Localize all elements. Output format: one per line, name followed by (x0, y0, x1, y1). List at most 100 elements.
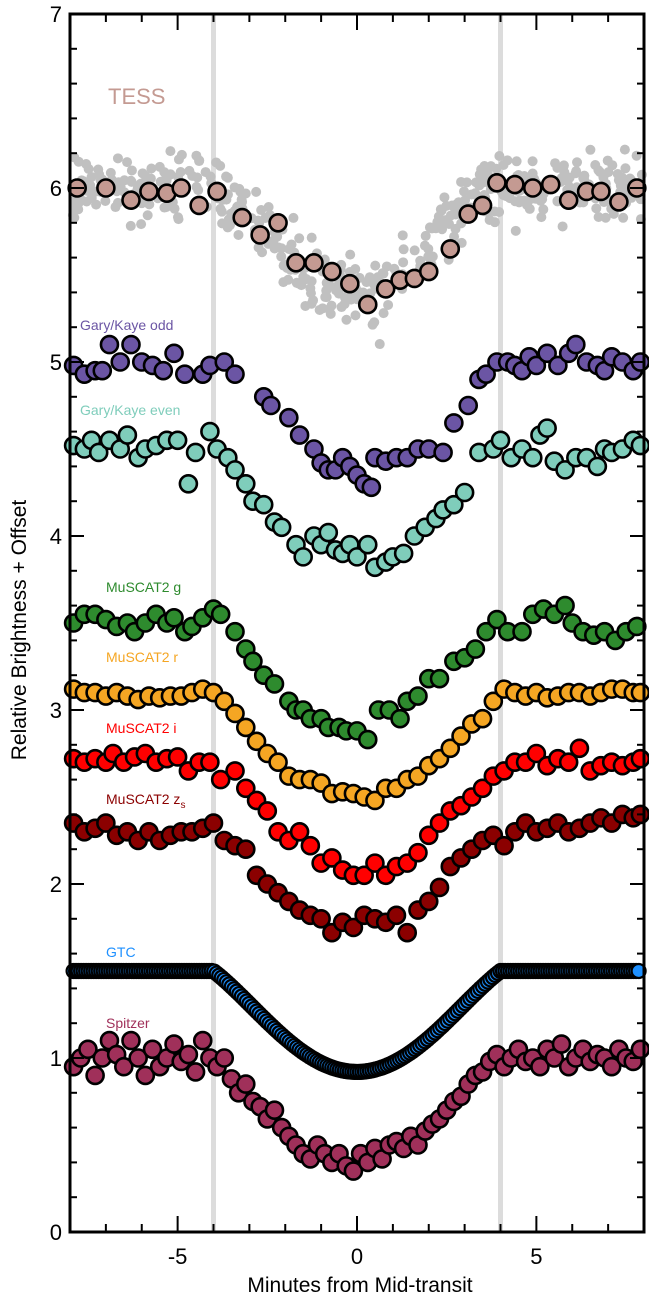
y-tick-label: 1 (50, 1046, 62, 1071)
data-point (571, 740, 588, 757)
data-point (201, 754, 218, 771)
data-point (280, 409, 297, 426)
data-point (592, 183, 609, 200)
tess-raw-point (375, 339, 385, 349)
tess-raw-point (459, 186, 469, 196)
data-point (399, 924, 416, 941)
series-label-1: Gary/Kaye odd (80, 317, 173, 333)
tess-raw-point (591, 203, 601, 213)
data-point (445, 414, 462, 431)
tess-raw-point (174, 214, 184, 224)
data-point (234, 209, 251, 226)
data-point (262, 397, 279, 414)
tess-raw-point (223, 222, 233, 232)
data-point (395, 545, 412, 562)
data-point (166, 345, 183, 362)
data-point (431, 879, 448, 896)
data-point (180, 1046, 197, 1063)
data-point (632, 750, 649, 767)
tess-raw-point (578, 173, 588, 183)
tess-raw-point (307, 299, 317, 309)
tess-raw-point (211, 157, 221, 167)
tess-raw-point (113, 153, 123, 163)
data-point (291, 427, 308, 444)
data-point (320, 524, 337, 541)
data-point (140, 183, 157, 200)
y-tick-label: 0 (50, 1220, 62, 1245)
tess-raw-point (116, 182, 126, 192)
tess-raw-point (155, 162, 165, 172)
data-point (524, 180, 541, 197)
tess-raw-point (601, 213, 611, 223)
y-tick-label: 6 (50, 176, 62, 201)
tess-raw-point (315, 305, 325, 315)
tess-raw-point (505, 193, 515, 203)
tess-raw-point (143, 210, 153, 220)
x-axis-label: Minutes from Mid-transit (247, 1274, 472, 1297)
data-point (187, 444, 204, 461)
data-point (460, 397, 477, 414)
tess-raw-point (511, 226, 521, 236)
tess-raw-point (74, 157, 84, 167)
tess-raw-point (187, 171, 197, 181)
series-label-8: GTC (106, 944, 136, 960)
tess-raw-point (607, 160, 617, 170)
data-point (180, 475, 197, 492)
data-point (212, 606, 229, 623)
tess-raw-point (215, 204, 225, 214)
data-point (488, 174, 505, 191)
tess-raw-point (233, 230, 243, 240)
y-tick-label: 5 (50, 350, 62, 375)
data-point (209, 183, 226, 200)
tess-raw-point (590, 160, 600, 170)
data-point (431, 670, 448, 687)
x-tick-label: 5 (530, 1244, 542, 1269)
data-point (227, 623, 244, 640)
data-point (227, 366, 244, 383)
data-point (442, 240, 459, 257)
tess-raw-point (439, 192, 449, 202)
tess-raw-point (94, 169, 104, 179)
tess-raw-point (127, 165, 137, 175)
tess-raw-point (441, 201, 451, 211)
data-point (270, 214, 287, 231)
series-label-6: MuSCAT2 zs (106, 791, 185, 811)
tess-raw-point (456, 177, 466, 187)
data-point (194, 1032, 211, 1049)
tess-raw-point (512, 156, 522, 166)
data-point (295, 548, 312, 565)
tess-raw-point (73, 204, 83, 214)
tess-raw-point (410, 245, 420, 255)
tess-raw-point (136, 219, 146, 229)
series-label-7: Spitzer (106, 1015, 150, 1031)
data-point (492, 432, 509, 449)
tess-raw-point (170, 204, 180, 214)
data-point (122, 1032, 139, 1049)
tess-raw-point (256, 205, 266, 215)
tess-raw-point (552, 163, 562, 173)
tess-raw-point (369, 317, 379, 327)
tess-raw-point (284, 244, 294, 254)
tess-raw-point (126, 176, 136, 186)
y-axis-label: Relative Brightness + Offset (8, 500, 31, 761)
data-point (359, 536, 376, 553)
data-point (216, 1050, 233, 1067)
tess-raw-point (223, 173, 233, 183)
data-point (409, 844, 426, 861)
data-point (388, 907, 405, 924)
tess-raw-point (126, 221, 136, 231)
tess-raw-point (499, 160, 509, 170)
tess-raw-point (451, 224, 461, 234)
data-point (237, 1076, 254, 1093)
data-point (302, 837, 319, 854)
tess-raw-point (383, 300, 393, 310)
tess-raw-point (307, 233, 317, 243)
tess-raw-point (398, 230, 408, 240)
tess-raw-point (370, 261, 380, 271)
tess-raw-point (572, 157, 582, 167)
data-point (557, 597, 574, 614)
tess-raw-point (432, 217, 442, 227)
x-tick-label: 0 (351, 1244, 363, 1269)
tess-raw-point (159, 203, 169, 213)
